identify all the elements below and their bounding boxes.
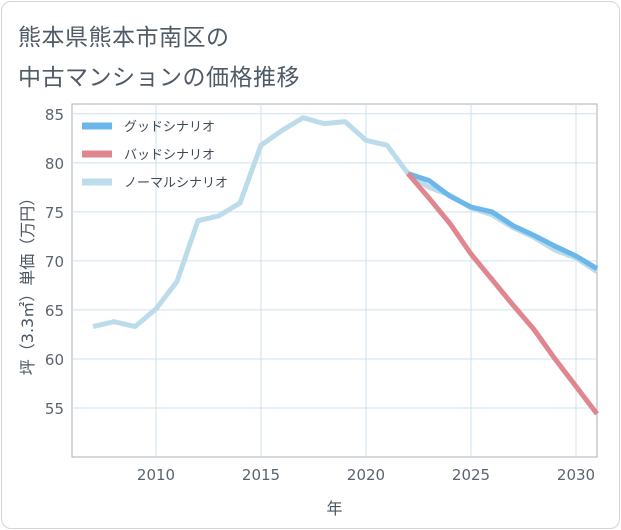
x-tick-label-2030: 2030 xyxy=(557,466,595,484)
legend-label-1: バッドシナリオ xyxy=(124,148,215,163)
plot-area xyxy=(71,103,598,458)
y-tick-label-85: 85 xyxy=(45,106,64,124)
legend-label-2: ノーマルシナリオ xyxy=(124,176,228,191)
series-line-0 xyxy=(407,171,599,271)
x-tick-label-2020: 2020 xyxy=(347,466,385,484)
x-tick-label-2015: 2015 xyxy=(242,466,280,484)
series-line-1 xyxy=(406,171,599,416)
y-tick-label-75: 75 xyxy=(45,204,64,222)
legend-label-0: グッドシナリオ xyxy=(124,120,215,135)
y-axis-label: 坪（3.3㎡）単価（万円） xyxy=(18,190,37,375)
y-tick-label-80: 80 xyxy=(45,155,64,173)
x-tick-label-2010: 2010 xyxy=(137,466,175,484)
x-tick-label-2025: 2025 xyxy=(452,466,490,484)
y-tick-label-65: 65 xyxy=(45,302,64,320)
x-axis-label: 年 xyxy=(326,499,342,518)
chart-title-line-2: 中古マンションの価格推移 xyxy=(18,65,300,91)
y-tick-label-60: 60 xyxy=(45,351,64,369)
y-tick-label-55: 55 xyxy=(45,400,64,418)
y-tick-label-70: 70 xyxy=(45,253,64,271)
chart-title-line-1: 熊本県熊本市南区の xyxy=(18,25,230,51)
